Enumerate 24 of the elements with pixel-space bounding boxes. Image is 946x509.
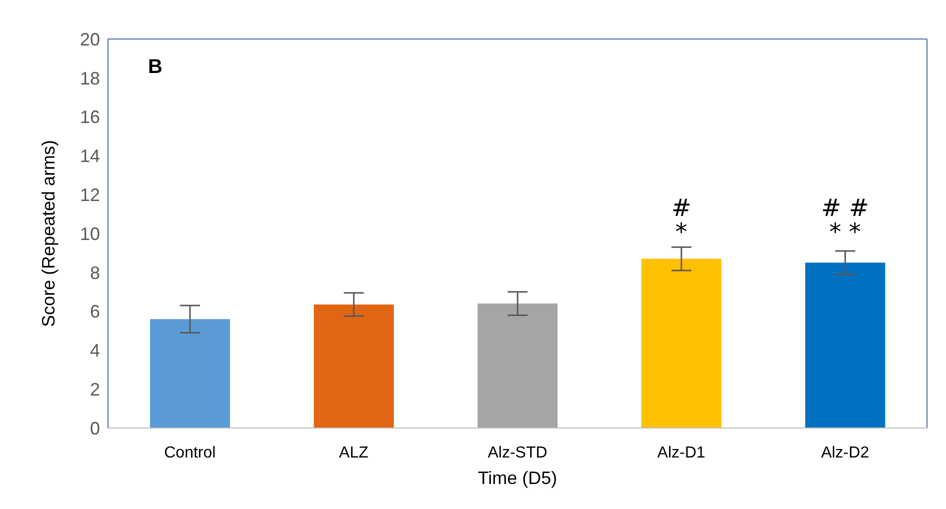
- y-tick-label: 16: [80, 107, 100, 128]
- y-tick-label: 0: [90, 418, 100, 438]
- y-tick-label: 12: [80, 184, 100, 205]
- y-tick-label: 18: [80, 68, 100, 88]
- y-axis-title: Score (Repeated arms): [38, 140, 58, 328]
- x-tick-label: ALZ: [339, 444, 369, 462]
- bar: [641, 258, 722, 428]
- x-tick-label: Alz-D2: [821, 444, 870, 462]
- x-tick-label: Control: [164, 444, 216, 462]
- x-axis-title: Time (D5): [478, 468, 558, 488]
- x-tick-label: Alz-D1: [657, 444, 706, 462]
- y-tick-label: 20: [80, 29, 100, 50]
- annotation: B: [148, 56, 162, 79]
- y-tick-label: 6: [90, 302, 100, 322]
- bar: [150, 319, 230, 428]
- bar: [805, 262, 886, 428]
- y-tick-label: 10: [80, 224, 100, 244]
- bar: [314, 304, 394, 428]
- y-tick-label: 14: [80, 146, 100, 166]
- bar: [478, 304, 558, 428]
- y-tick-label: 2: [90, 379, 100, 400]
- y-tick-label: 4: [90, 340, 100, 361]
- x-tick-label: Alz-STD: [488, 444, 548, 462]
- y-tick-label: 8: [90, 262, 100, 283]
